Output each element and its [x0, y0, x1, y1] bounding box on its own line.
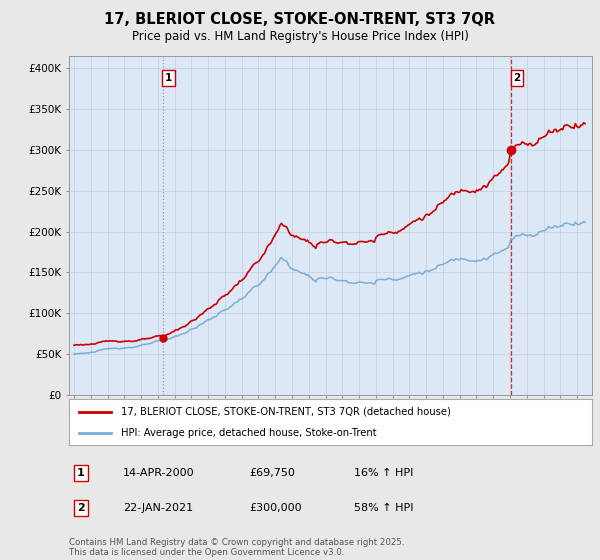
Text: 2: 2: [77, 503, 85, 513]
Text: 1: 1: [77, 468, 85, 478]
Text: 14-APR-2000: 14-APR-2000: [123, 468, 194, 478]
Text: 16% ↑ HPI: 16% ↑ HPI: [354, 468, 413, 478]
Text: Price paid vs. HM Land Registry's House Price Index (HPI): Price paid vs. HM Land Registry's House …: [131, 30, 469, 43]
Text: £69,750: £69,750: [249, 468, 295, 478]
Text: 1: 1: [165, 73, 172, 83]
Text: 17, BLERIOT CLOSE, STOKE-ON-TRENT, ST3 7QR: 17, BLERIOT CLOSE, STOKE-ON-TRENT, ST3 7…: [104, 12, 496, 27]
Text: 22-JAN-2021: 22-JAN-2021: [123, 503, 193, 513]
Text: 58% ↑ HPI: 58% ↑ HPI: [354, 503, 413, 513]
Text: 2: 2: [514, 73, 521, 83]
Text: 17, BLERIOT CLOSE, STOKE-ON-TRENT, ST3 7QR (detached house): 17, BLERIOT CLOSE, STOKE-ON-TRENT, ST3 7…: [121, 407, 451, 417]
Text: HPI: Average price, detached house, Stoke-on-Trent: HPI: Average price, detached house, Stok…: [121, 428, 377, 438]
Text: Contains HM Land Registry data © Crown copyright and database right 2025.
This d: Contains HM Land Registry data © Crown c…: [69, 538, 404, 557]
Text: £300,000: £300,000: [249, 503, 302, 513]
